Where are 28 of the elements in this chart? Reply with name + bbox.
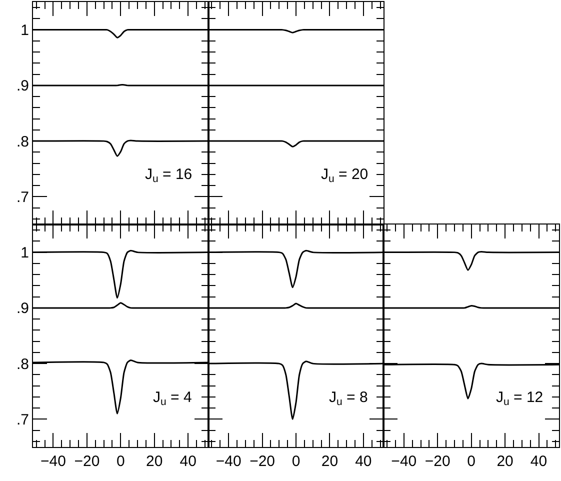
y-tick-label: .7 [16, 188, 29, 206]
y-tick-label: .8 [16, 356, 29, 373]
annotation: J$_{u}$ = 12 [496, 389, 544, 408]
y-tick-label: .7 [16, 411, 29, 428]
x-tick-label: 20 [496, 453, 514, 470]
y-tick-label: .9 [16, 78, 29, 95]
x-tick-label: 40 [180, 453, 196, 470]
x-tick-label: −20 [250, 453, 276, 470]
annotation: J$_{u}$ = 20 [321, 166, 368, 186]
x-tick-label: 40 [530, 453, 548, 470]
y-tick-label: 1 [20, 244, 29, 262]
x-tick-label: 20 [146, 453, 163, 470]
x-tick-label: −20 [424, 453, 450, 470]
x-tick-label: −40 [216, 453, 242, 470]
y-tick-label: .8 [16, 133, 29, 150]
y-tick-label: 1 [20, 22, 29, 40]
x-tick-label: 0 [292, 453, 300, 470]
x-tick-label: 20 [321, 453, 338, 470]
x-tick-label: 0 [116, 453, 125, 470]
y-tick-label: .9 [16, 300, 29, 318]
annotation: J$_{u}$ = 16 [145, 166, 192, 186]
x-tick-label: −20 [74, 453, 100, 470]
annotation: J$_{u}$ = 8 [329, 389, 368, 408]
x-tick-label: −40 [391, 453, 417, 470]
annotation: J$_{u}$ = 4 [153, 389, 192, 408]
x-tick-label: 40 [355, 453, 372, 470]
x-tick-label: 0 [467, 453, 476, 470]
x-tick-label: −40 [40, 453, 66, 470]
